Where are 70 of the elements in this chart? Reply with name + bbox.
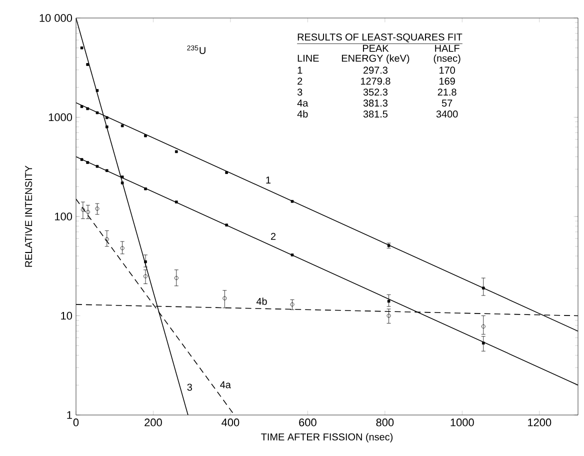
point xyxy=(105,116,108,120)
annotation: 297.3 xyxy=(364,66,388,74)
point xyxy=(96,89,99,92)
point xyxy=(95,206,100,211)
annotation: 169 xyxy=(440,78,455,85)
annotation: 21.8 xyxy=(438,88,456,96)
point xyxy=(144,134,147,138)
annotation: 1 xyxy=(298,66,302,74)
point xyxy=(290,254,294,256)
point xyxy=(175,200,178,204)
y-axis-title: RELATIVE INTENSITY xyxy=(25,166,32,267)
x-tick-label: 0 xyxy=(73,418,79,426)
annotation: ENERGY (keV) xyxy=(342,54,410,64)
point xyxy=(86,161,89,164)
annotation: (nsec) xyxy=(434,54,460,64)
annotation: PEAK xyxy=(362,44,389,52)
point xyxy=(120,124,124,128)
annotation: 170 xyxy=(440,66,455,74)
series-label: 3 xyxy=(187,384,192,391)
point xyxy=(120,176,124,178)
point xyxy=(387,300,390,303)
annotation: 57 xyxy=(442,100,452,107)
x-tick-label: 400 xyxy=(222,418,240,426)
x-axis-title: TIME AFTER FISSION (nsec) xyxy=(261,433,393,442)
x-tick-label: 600 xyxy=(299,418,316,426)
point xyxy=(225,171,228,174)
annotation: RESULTS OF LEAST-SQUARES FIT xyxy=(298,34,462,42)
annotation: 381.5 xyxy=(363,110,388,118)
annotation: 352.3 xyxy=(363,88,388,96)
point xyxy=(96,164,99,168)
annotation: 381.3 xyxy=(363,100,388,107)
annotation: $^{235}$U xyxy=(187,45,206,54)
annotation: LINE xyxy=(298,54,319,62)
annotation: 3 xyxy=(297,88,302,96)
y-tick-label: 10 xyxy=(61,312,72,320)
x-tick-label: 200 xyxy=(144,418,162,426)
point xyxy=(105,169,108,172)
annotation: HALF xyxy=(435,44,460,52)
annotation: 4b xyxy=(297,110,308,118)
point xyxy=(80,46,84,50)
point xyxy=(175,150,178,154)
point xyxy=(80,158,84,161)
y-tick-label: 10 000 xyxy=(40,14,72,22)
x-tick-label: 1000 xyxy=(450,418,474,426)
point xyxy=(96,111,99,114)
point xyxy=(80,105,84,108)
point xyxy=(105,125,108,128)
point xyxy=(225,224,228,226)
series-label: 1 xyxy=(266,176,271,184)
point xyxy=(290,302,294,306)
point xyxy=(482,342,485,345)
y-tick-label: 100 xyxy=(55,212,72,220)
annotation: 4a xyxy=(297,100,308,107)
x-tick-label: 1200 xyxy=(528,418,552,426)
y-tick-label: 1 xyxy=(67,411,72,419)
annotation: 2 xyxy=(298,78,302,85)
annotation: 1279.8 xyxy=(361,78,390,85)
point xyxy=(86,107,89,110)
x-tick-label: 800 xyxy=(376,418,394,426)
point xyxy=(120,182,124,184)
point xyxy=(144,187,147,190)
y-tick-label: 1000 xyxy=(48,113,72,122)
series-label: 4a xyxy=(220,381,231,388)
point xyxy=(144,260,147,264)
point xyxy=(290,200,294,203)
point xyxy=(86,63,89,66)
annotation: 3400 xyxy=(436,110,458,118)
series-label: 2 xyxy=(270,232,276,240)
point xyxy=(482,286,485,290)
series-label: 4b xyxy=(256,298,267,305)
